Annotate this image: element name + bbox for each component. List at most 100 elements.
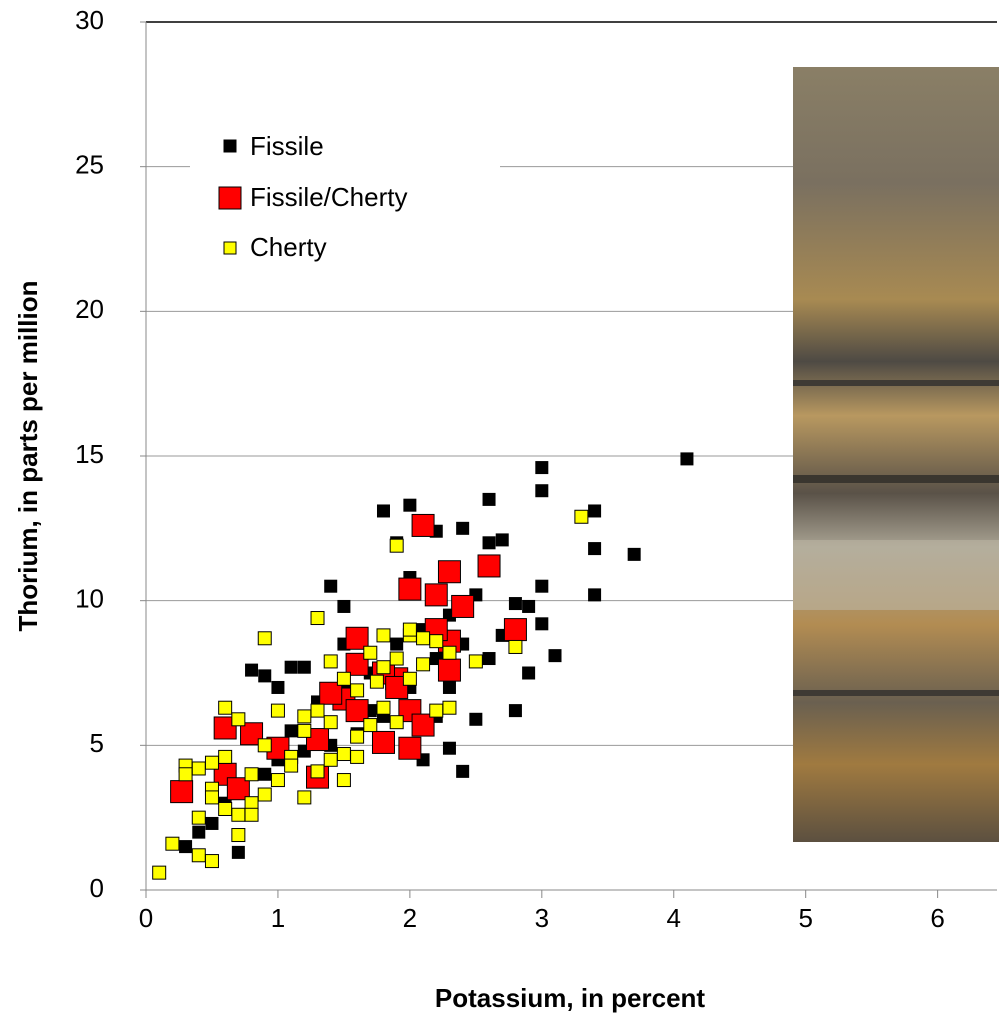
point (226, 777, 250, 801)
point (336, 773, 351, 788)
point (424, 583, 448, 607)
point (336, 671, 351, 686)
point (258, 669, 272, 683)
point (244, 807, 259, 822)
photo (793, 67, 999, 842)
point (376, 660, 391, 675)
point (371, 730, 395, 754)
point (442, 645, 457, 660)
point (588, 588, 602, 602)
point (179, 840, 193, 854)
point (535, 617, 549, 631)
point (257, 787, 272, 802)
point (310, 703, 325, 718)
point (350, 729, 365, 744)
point (376, 700, 391, 715)
y-tick-label: 20 (75, 294, 104, 324)
point (437, 658, 461, 682)
point (503, 618, 527, 642)
photo-stripe (793, 540, 999, 610)
point (165, 836, 180, 851)
legend-marker (223, 241, 237, 255)
legend-marker (223, 139, 237, 153)
point (297, 790, 312, 805)
point (204, 790, 219, 805)
point (297, 660, 311, 674)
point (284, 724, 298, 738)
legend-label: Cherty (250, 232, 327, 262)
photo-stripe (793, 380, 999, 386)
photo-stripe (793, 690, 999, 696)
point (442, 700, 457, 715)
point (257, 631, 272, 646)
point (270, 703, 285, 718)
point (477, 554, 501, 578)
legend-label: Fissile/Cherty (250, 182, 407, 212)
point (350, 683, 365, 698)
y-tick-label: 15 (75, 439, 104, 469)
point (385, 675, 409, 699)
point (324, 579, 338, 593)
point (442, 741, 456, 755)
point (345, 699, 369, 723)
point (411, 713, 435, 737)
point (535, 461, 549, 475)
point (403, 498, 417, 512)
point (398, 577, 422, 601)
y-tick-label: 30 (75, 5, 104, 35)
point (411, 513, 435, 537)
point (336, 747, 351, 762)
point (437, 560, 461, 584)
point (213, 716, 237, 740)
point (495, 533, 509, 547)
point (468, 654, 483, 669)
point (469, 712, 483, 726)
point (204, 854, 219, 869)
point (627, 547, 641, 561)
point (416, 631, 431, 646)
point (297, 723, 312, 738)
point (178, 767, 193, 782)
point (588, 542, 602, 556)
point (398, 736, 422, 760)
point (482, 492, 496, 506)
point (323, 715, 338, 730)
point (376, 504, 390, 518)
point (345, 652, 369, 676)
point (350, 749, 365, 764)
point (451, 594, 475, 618)
y-tick-label: 0 (90, 873, 104, 903)
point (231, 845, 245, 859)
point (244, 796, 259, 811)
point (522, 599, 536, 613)
y-tick-label: 5 (90, 728, 104, 758)
y-tick-label: 10 (75, 584, 104, 614)
point (319, 681, 343, 705)
point (456, 521, 470, 535)
point (231, 807, 246, 822)
x-tick-label: 2 (403, 903, 417, 933)
point (376, 628, 391, 643)
point (284, 660, 298, 674)
point (548, 649, 562, 663)
point (402, 671, 417, 686)
point (191, 810, 206, 825)
point (389, 538, 404, 553)
point (389, 715, 404, 730)
point (170, 780, 194, 804)
point (442, 680, 456, 694)
point (389, 651, 404, 666)
point (416, 657, 431, 672)
point (270, 773, 285, 788)
point (390, 637, 404, 651)
point (204, 755, 219, 770)
x-tick-label: 0 (139, 903, 153, 933)
point (244, 767, 259, 782)
point (191, 761, 206, 776)
x-tick-label: 3 (535, 903, 549, 933)
point (218, 749, 233, 764)
point (323, 654, 338, 669)
point (345, 626, 369, 650)
x-axis-title: Potassium, in percent (435, 983, 706, 1013)
